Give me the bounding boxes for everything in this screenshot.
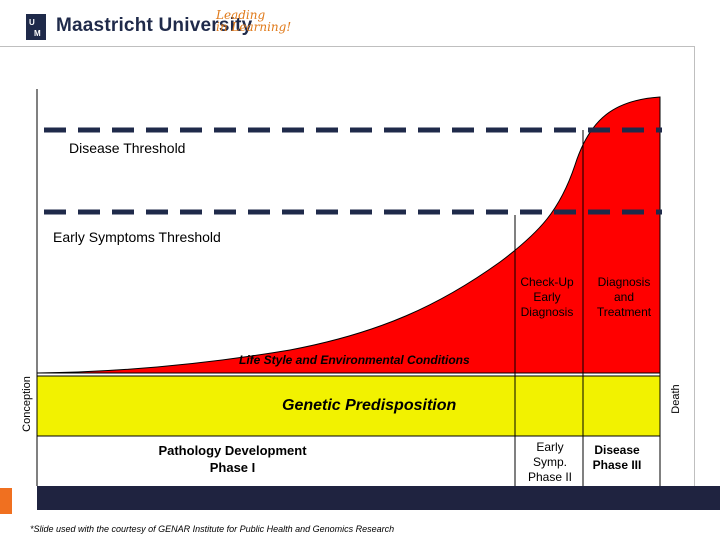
header-divider: [0, 46, 695, 47]
stage-checkup-line-1: Check-Up: [520, 275, 574, 289]
right-divider: [694, 46, 695, 486]
tagline-line-2: in Learning!: [216, 20, 292, 34]
left-accent-bar: [0, 488, 12, 514]
stage-early-line-2: Symp.: [532, 455, 567, 469]
stage-disease-line-2: Phase III: [592, 458, 642, 472]
pathology-line-2: Phase I: [209, 460, 256, 475]
stage-disease-line-1: Disease: [594, 443, 640, 457]
genetic-predisposition-label: Genetic Predisposition: [282, 397, 457, 414]
conception-label: Conception: [21, 376, 33, 432]
lifestyle-label: Life Style and Environmental Conditions: [239, 353, 470, 367]
death-label: Death: [670, 384, 682, 414]
disease-curve-area: [36, 96, 661, 374]
um-logo-icon: U M: [26, 14, 46, 40]
disease-threshold-label: Disease Threshold: [69, 140, 186, 156]
stage-diagnosis-line-2: and: [613, 290, 635, 304]
stage-disease-label: Disease Phase III: [584, 443, 650, 473]
stage-early-line-3: Phase II: [527, 470, 573, 484]
stage-checkup-label: Check-Up Early Diagnosis: [512, 275, 582, 320]
footnote: *Slide used with the courtesy of GENAR I…: [30, 524, 395, 534]
stage-early-line-1: Early: [536, 440, 564, 454]
pathology-line-1: Pathology Development: [158, 443, 307, 458]
stage-early-symptoms-label: Early Symp. Phase II: [515, 440, 585, 485]
tagline-line-1: Leading: [216, 8, 266, 22]
stage-diagnosis-label: Diagnosis and Treatment: [586, 275, 662, 320]
stage-diagnosis-line-1: Diagnosis: [597, 275, 651, 289]
stage-checkup-line-3: Diagnosis: [520, 305, 574, 319]
pathology-development-label: Pathology Development Phase I: [150, 442, 315, 476]
svg-text:M: M: [34, 29, 41, 38]
brand-name: Maastricht University: [56, 15, 253, 36]
brand-tagline: Leading in Learning!: [216, 9, 291, 33]
bottom-bar: [37, 486, 720, 510]
svg-text:U: U: [29, 18, 35, 27]
stage-checkup-line-2: Early: [533, 290, 561, 304]
early-symptoms-threshold-label: Early Symptoms Threshold: [53, 229, 221, 245]
stage-diagnosis-line-3: Treatment: [596, 305, 652, 319]
